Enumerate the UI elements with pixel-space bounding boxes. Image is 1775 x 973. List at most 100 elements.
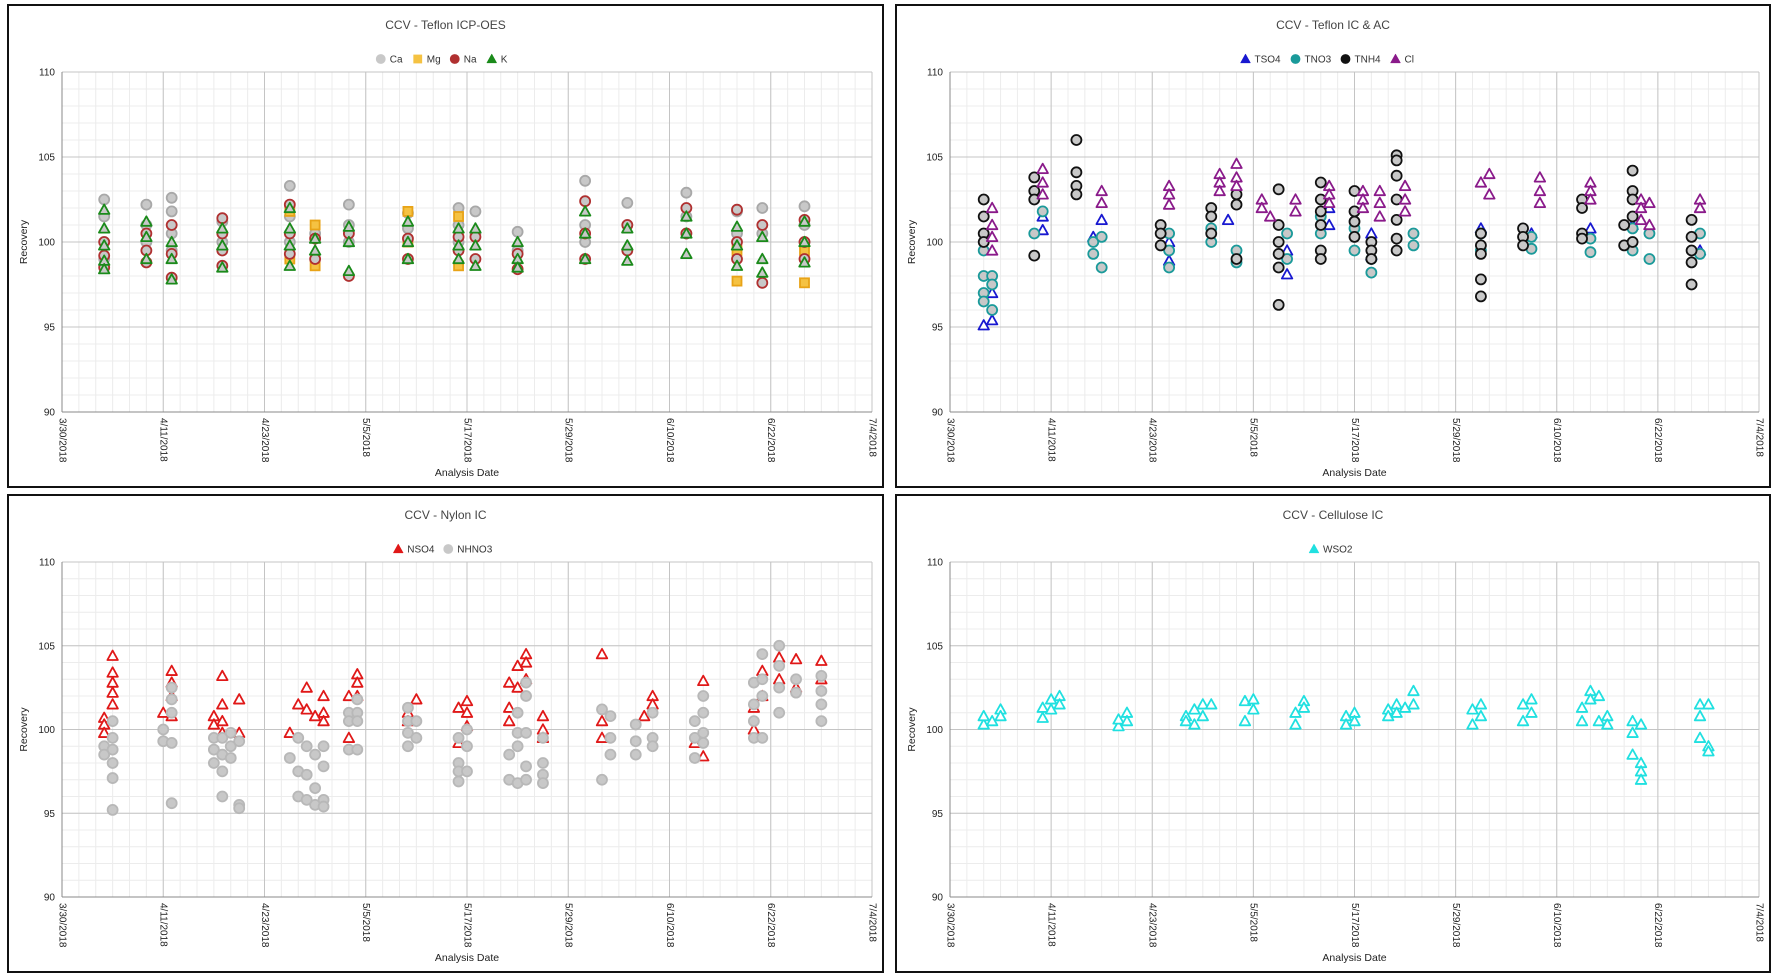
data-point — [773, 681, 786, 694]
data-point — [401, 215, 415, 227]
data-point — [977, 210, 990, 223]
data-point — [1398, 193, 1412, 205]
data-point — [789, 652, 803, 665]
data-point — [283, 239, 296, 251]
data-point — [165, 235, 178, 248]
data-point — [798, 256, 811, 268]
data-point — [1238, 714, 1252, 727]
x-tick-label: 5/5/2018 — [1248, 418, 1259, 457]
data-point — [1154, 239, 1167, 252]
data-point — [1281, 253, 1293, 265]
data-point — [461, 765, 473, 778]
data-point — [1053, 698, 1066, 710]
data-point — [1601, 718, 1614, 730]
data-point — [283, 179, 296, 192]
data-point — [140, 198, 153, 211]
data-point — [1230, 253, 1243, 265]
data-point — [799, 277, 810, 289]
data-point — [140, 230, 153, 243]
data-point — [106, 686, 119, 698]
data-point — [756, 266, 769, 278]
series-wso2 — [977, 684, 1715, 785]
data-point — [1474, 176, 1488, 188]
data-point — [1162, 198, 1176, 210]
data-point — [985, 230, 999, 243]
data-point — [342, 220, 356, 232]
chart-title: CCV - Nylon IC — [404, 508, 486, 522]
data-point — [1112, 713, 1125, 725]
data-point — [1702, 745, 1715, 757]
data-point — [697, 706, 710, 719]
data-point — [1398, 179, 1412, 192]
data-point — [1643, 218, 1656, 231]
data-point — [410, 693, 423, 705]
data-point — [1576, 232, 1588, 245]
legend-marker — [1390, 53, 1401, 64]
x-tick-label: 4/11/2018 — [158, 418, 169, 462]
y-tick-label: 100 — [38, 725, 55, 736]
y-tick-label: 100 — [926, 238, 943, 249]
data-point — [604, 731, 617, 744]
data-point — [216, 790, 229, 803]
x-tick-label: 7/4/2018 — [866, 418, 877, 457]
data-point — [638, 709, 651, 722]
data-point — [798, 215, 811, 227]
data-point — [309, 782, 322, 795]
data-point — [511, 225, 524, 238]
data-point — [283, 752, 296, 764]
legend-label: TSO4 — [1255, 55, 1282, 66]
x-tick-label: 5/5/2018 — [360, 903, 371, 942]
data-point — [1390, 232, 1403, 245]
legend-label: NSO4 — [407, 545, 435, 556]
data-point — [519, 656, 533, 668]
data-point — [1036, 162, 1049, 175]
data-point — [697, 690, 710, 702]
data-point — [815, 654, 828, 666]
data-point — [1407, 239, 1420, 252]
data-point — [815, 685, 828, 697]
data-point — [224, 740, 237, 753]
data-point — [986, 304, 999, 316]
data-point — [469, 239, 482, 251]
series-cl — [985, 157, 1707, 256]
data-point — [469, 259, 482, 271]
data-point — [756, 202, 769, 214]
data-point — [578, 227, 592, 239]
data-point — [1373, 210, 1386, 222]
x-tick-label: 6/22/2018 — [765, 418, 776, 463]
data-point — [1314, 176, 1327, 189]
data-point — [747, 698, 760, 711]
y-tick-label: 95 — [932, 323, 944, 334]
data-point — [537, 731, 549, 744]
legend: Ca Mg Na K — [375, 53, 508, 66]
x-tick-label: 5/17/2018 — [461, 418, 472, 463]
data-point — [342, 235, 356, 248]
y-tick-label: 105 — [926, 641, 943, 652]
data-point — [1483, 167, 1496, 180]
data-point — [815, 669, 828, 682]
data-point — [1272, 247, 1285, 260]
legend-marker — [1308, 543, 1320, 554]
data-point — [680, 247, 693, 260]
series-tnh4 — [977, 134, 1698, 311]
data-point — [1230, 198, 1243, 211]
data-point — [469, 222, 482, 234]
data-point — [1390, 244, 1403, 257]
data-point — [680, 227, 693, 239]
data-point — [402, 205, 414, 217]
x-tick-label: 3/30/2018 — [56, 903, 67, 948]
chart-title: CCV - Teflon IC & AC — [1276, 18, 1390, 32]
data-point — [216, 239, 229, 251]
chart-title: CCV - Cellulose IC — [1283, 508, 1384, 522]
data-point — [317, 760, 330, 773]
data-point — [1272, 298, 1285, 311]
data-point — [1070, 166, 1083, 179]
legend-label: Cl — [1405, 55, 1414, 66]
data-point — [1685, 244, 1698, 257]
chart-svg: CCV - Teflon IC & AC 3/30/2018 4/11/2018 4/… — [906, 18, 1764, 479]
data-point — [1163, 261, 1176, 274]
x-tick-label: 5/5/2018 — [1248, 903, 1259, 942]
data-point — [283, 222, 296, 234]
y-tick-label: 110 — [39, 558, 55, 569]
data-point — [1036, 223, 1049, 236]
